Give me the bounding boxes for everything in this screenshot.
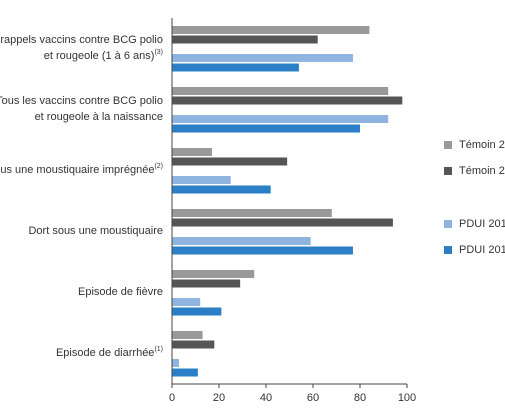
category-label: as les rappels vaccins contre BCG polio e…: [0, 34, 163, 62]
x-tick-label: 0: [169, 392, 175, 404]
legend-label: Témoin 201: [459, 165, 505, 177]
category-label: Dort sous une moustiquaire: [28, 225, 163, 237]
bar: [172, 340, 215, 349]
x-tick-label: 60: [307, 392, 319, 404]
bar: [172, 96, 403, 105]
category-label: Episode de diarrhée(1): [56, 346, 163, 359]
bar: [172, 157, 288, 166]
bar: [172, 298, 201, 306]
footnote-mark: (2): [154, 163, 163, 170]
x-tick-label: 100: [398, 392, 416, 404]
bar: [172, 209, 332, 217]
category-line: ort sous une moustiquaire imprégnée: [0, 164, 154, 176]
legend-swatch: [444, 141, 452, 149]
category-line: et rougeole à la naissance: [35, 111, 163, 123]
footnote-mark: (3): [154, 49, 163, 56]
category-line: Episode de fièvre: [78, 286, 163, 298]
bar: [172, 115, 389, 123]
x-tick-label: 80: [354, 392, 366, 404]
category-label: ort sous une moustiquaire imprégnée(2): [0, 163, 163, 176]
category-line: Episode de diarrhée: [56, 347, 154, 359]
bar: [172, 307, 222, 316]
bar: [172, 54, 353, 62]
category-label: Episode de fièvre: [78, 286, 163, 298]
legend-swatch: [444, 167, 452, 175]
legend-label: PDUI 2014: [459, 218, 505, 230]
bar: [172, 218, 393, 227]
bar: [172, 270, 255, 278]
category-line: Tous les vaccins contre BCG polio: [0, 95, 163, 107]
x-tick-label: 40: [260, 392, 272, 404]
bar: [172, 246, 353, 255]
category-line: et rougeole (1 à 6 ans): [44, 50, 155, 62]
legend-label: PDUI 2010: [459, 244, 505, 256]
bar: [172, 368, 198, 377]
bar: [172, 148, 212, 156]
bar: [172, 124, 360, 133]
footnote-mark: (1): [154, 346, 163, 353]
bar: [172, 176, 231, 184]
category-line: as les rappels vaccins contre BCG polio: [0, 34, 163, 46]
bar: [172, 35, 318, 44]
bar: [172, 26, 370, 34]
legend-swatch: [444, 246, 452, 254]
category-label: Tous les vaccins contre BCG polio et roug…: [0, 95, 163, 123]
bar: [172, 279, 241, 288]
legend-label: Témoin 201: [459, 139, 505, 151]
legend-swatch: [444, 220, 452, 228]
category-line: Dort sous une moustiquaire: [28, 225, 163, 237]
x-tick-label: 20: [213, 392, 225, 404]
bar: [172, 359, 180, 367]
bar: [172, 331, 203, 339]
bar: [172, 87, 389, 95]
bar: [172, 237, 311, 245]
bar: [172, 63, 299, 72]
bar: [172, 185, 271, 194]
